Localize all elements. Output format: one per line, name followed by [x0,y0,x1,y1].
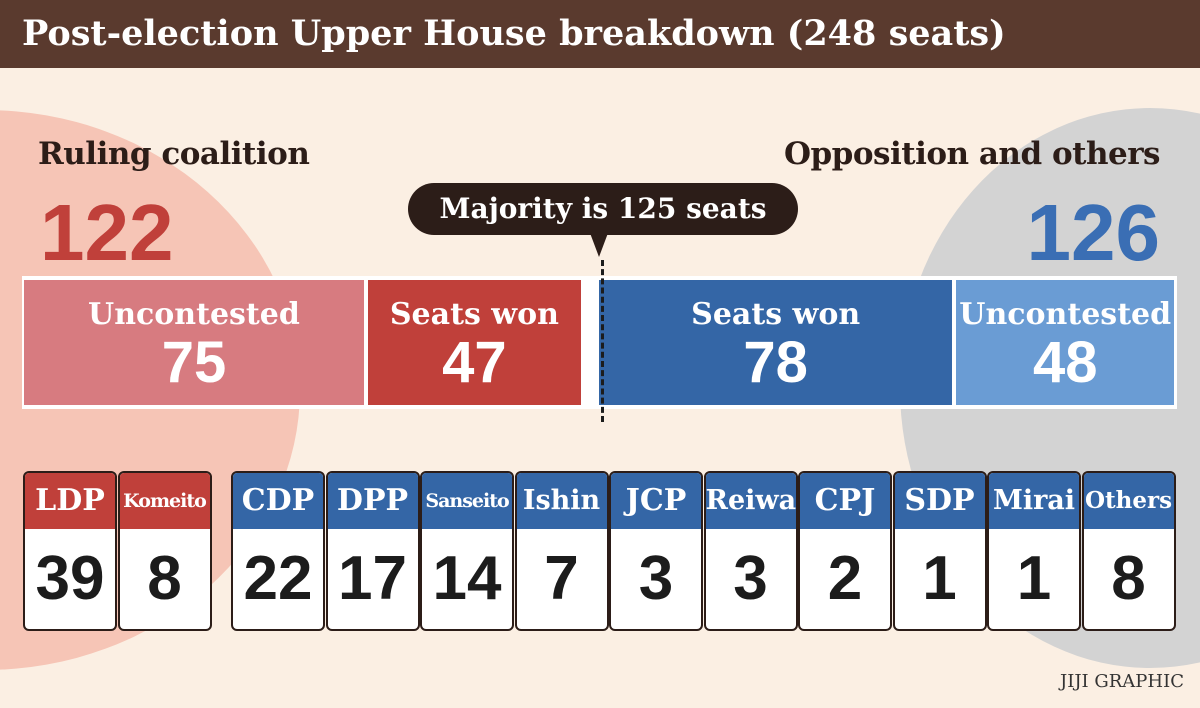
party-card: SDP 1 [892,471,987,631]
party-seats: 22 [243,544,313,613]
party-name: DPP [327,473,418,529]
bar-segment: Uncontested 75 [24,280,364,405]
majority-callout: Majority is 125 seats [408,183,798,235]
bar-segment-value: 48 [1032,330,1098,395]
bar-segment: Uncontested 48 [956,280,1174,405]
bar-segment-label: Seats won [389,297,559,332]
party-card: CDP 22 [231,471,325,631]
party-card: Mirai 1 [987,471,1081,631]
party-name: JCP [611,473,701,529]
bar-segment-value: 47 [442,330,507,395]
ruling-coalition-label: Ruling coalition [38,136,310,172]
party-seats: 8 [147,544,182,613]
party-card: Komeito 8 [117,471,212,631]
party-card: CPJ 2 [798,471,892,631]
party-name: Mirai [989,473,1079,529]
party-card: Reiwa 3 [703,471,798,631]
party-seats: 7 [544,544,579,613]
party-card: Ishin 7 [514,471,609,631]
majority-line [601,260,604,422]
party-name: LDP [25,473,115,529]
party-name: Komeito [119,473,210,529]
party-card: LDP 39 [23,471,117,631]
party-seats: 3 [638,544,674,613]
bar-segment: Seats won 78 [598,280,953,405]
bar-segment-value: 75 [161,330,227,395]
bar-segment: Seats won 47 [367,280,581,405]
title-banner: Post-election Upper House breakdown (248… [0,0,1200,68]
party-name: SDP [894,473,985,529]
party-name: Others [1083,473,1174,529]
credit: JIJI GRAPHIC [1060,671,1184,692]
chart-title: Post-election Upper House breakdown (248… [22,13,1006,54]
bar-segment-label: Uncontested [959,297,1172,332]
party-seats: 14 [432,544,502,613]
party-seats: 1 [1016,544,1052,613]
party-seats: 2 [827,544,863,613]
party-card: Others 8 [1081,471,1176,631]
bar-segment-label: Seats won [691,297,861,332]
party-card: Sanseito 14 [420,471,514,631]
party-name: CPJ [800,473,890,529]
opposition-total: 126 [1026,188,1160,277]
party-seats: 17 [338,544,407,613]
party-card: DPP 17 [325,471,420,631]
ruling-total: 122 [40,188,174,277]
party-name: Sanseito [422,473,512,529]
majority-callout-pointer [590,233,608,257]
party-seats: 3 [733,544,768,613]
party-seats: 8 [1111,544,1146,613]
party-name: CDP [233,473,323,529]
party-name: Reiwa [705,473,796,529]
opposition-label: Opposition and others [783,136,1161,172]
bar-segment-value: 78 [743,330,808,395]
party-seats: 1 [922,544,957,613]
party-card: JCP 3 [609,471,703,631]
party-seats: 39 [35,544,105,613]
bar-segment-label: Uncontested [88,297,300,332]
party-name: Ishin [516,473,607,529]
